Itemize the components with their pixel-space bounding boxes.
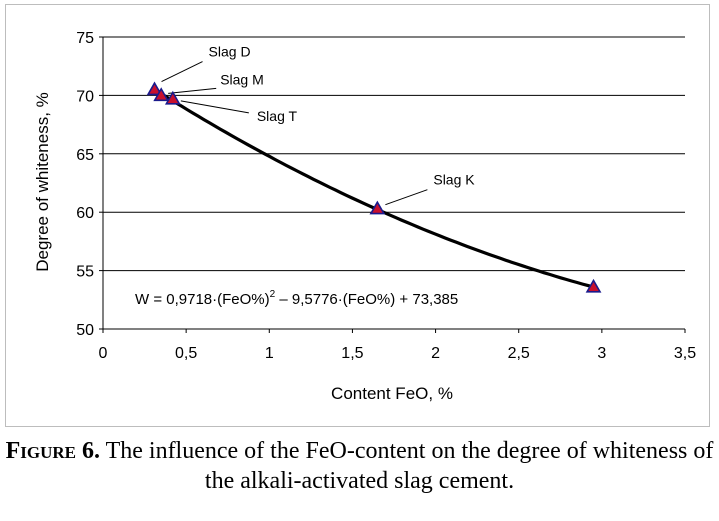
- point-label: Slag M: [220, 71, 264, 87]
- data-point-marker: [146, 81, 163, 96]
- x-axis-label: Content FeO, %: [331, 384, 453, 403]
- data-point-marker: [369, 200, 386, 215]
- y-tick-label: 65: [76, 147, 94, 164]
- x-tick-label: 1: [265, 345, 274, 362]
- fit-equation: W = 0,9718·(FeO%)2 – 9,5776·(FeO%) + 73,…: [135, 289, 458, 308]
- tick-labels: 50 55 60 65 70 75 0 0,5 1 1,5 2 2,5 3 3,5: [76, 30, 696, 362]
- point-labels: Slag D Slag M Slag T Slag K: [209, 44, 476, 188]
- y-tick-label: 50: [76, 322, 94, 339]
- point-label: Slag D: [209, 44, 251, 60]
- x-tick-label: 0: [99, 345, 108, 362]
- equation-superscript: 2: [270, 289, 276, 300]
- y-tick-label: 55: [76, 264, 94, 281]
- y-tick-label: 60: [76, 205, 94, 222]
- axes: [102, 37, 685, 330]
- chart-frame: [5, 4, 710, 427]
- annotation-leader-line: [385, 189, 428, 206]
- data-point-marker: [164, 90, 181, 105]
- x-tick-label: 2,5: [508, 345, 530, 362]
- x-tick-label: 0,5: [175, 345, 197, 362]
- point-label: Slag T: [257, 108, 298, 124]
- equation-prefix: W = 0,9718·(FeO%): [135, 291, 270, 308]
- fit-curve-group: [153, 88, 594, 289]
- data-point-marker: [585, 278, 602, 293]
- fit-curve: [153, 88, 594, 289]
- grid-lines: [99, 36, 686, 333]
- point-label: Slag K: [433, 172, 475, 188]
- y-axis-label: Degree of whiteness, %: [33, 92, 52, 272]
- equation-suffix: – 9,5776·(FeO%) + 73,385: [275, 291, 458, 308]
- y-tick-label: 75: [76, 30, 94, 47]
- data-points: [146, 81, 602, 293]
- x-tick-label: 1,5: [341, 345, 363, 362]
- figure-caption: Figure 6. The influence of the FeO-conte…: [0, 436, 719, 496]
- x-tick-label: 3,5: [674, 345, 696, 362]
- data-point-marker: [153, 87, 170, 102]
- y-tick-label: 70: [76, 88, 94, 105]
- caption-label: Figure 6.: [5, 438, 101, 464]
- annotation-leaders: [161, 61, 428, 206]
- caption-text: The influence of the FeO-content on the …: [100, 438, 714, 494]
- x-tick-label: 2: [431, 345, 440, 362]
- annotation-leader-line: [161, 61, 203, 83]
- annotation-leader-line: [180, 100, 249, 114]
- x-tick-label: 3: [597, 345, 606, 362]
- annotation-leader-line: [168, 87, 217, 94]
